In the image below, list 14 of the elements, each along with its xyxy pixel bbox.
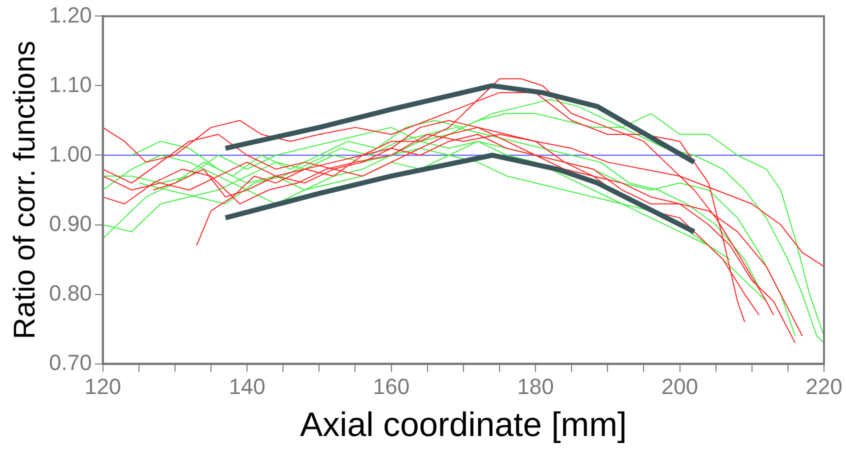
y-axis-title: Ratio of corr. functions [8, 40, 42, 340]
x-tick-label: 220 [806, 374, 842, 400]
x-tick-label: 140 [228, 374, 266, 400]
y-tick-label: 1.20 [48, 2, 92, 28]
x-tick-label: 200 [661, 374, 698, 400]
y-tick-label: 0.70 [48, 350, 92, 375]
y-tick-label: 1.10 [48, 72, 92, 97]
x-tick-label: 160 [372, 374, 410, 400]
x-tick-label: 120 [84, 374, 122, 400]
y-tick-label: 0.90 [48, 210, 92, 236]
x-axis-title: Axial coordinate [mm] [300, 406, 627, 444]
y-tick-label: 0.80 [48, 280, 92, 306]
y-tick-label: 1.00 [48, 141, 92, 166]
x-tick-label: 180 [517, 374, 554, 400]
